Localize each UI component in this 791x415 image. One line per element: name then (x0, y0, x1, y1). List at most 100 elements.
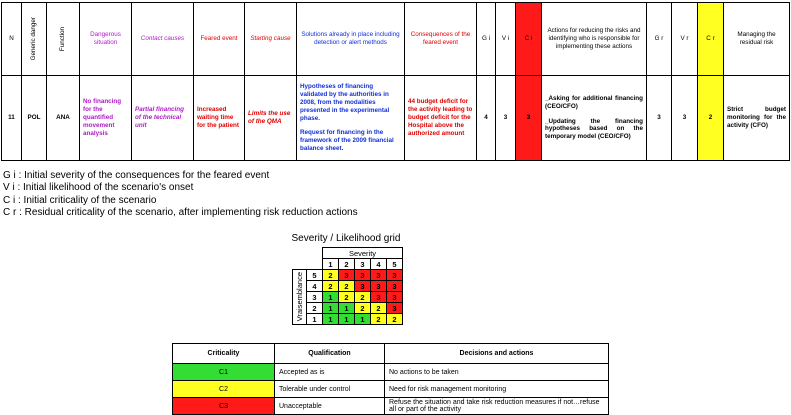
legend-line: C i : Initial criticality of the scenari… (3, 194, 157, 206)
grid-cell: 3 (386, 291, 403, 303)
grid-cell: 1 (322, 313, 339, 325)
column-header: 3 (354, 258, 371, 270)
grid-cell: 2 (370, 302, 387, 314)
header-row: Criticality Qualification Decisions and ac… (172, 343, 609, 364)
criticality-table: Criticality Qualification Decisions and ac… (172, 343, 609, 415)
header: G r (646, 2, 672, 76)
row: C1 Accepted as is No actions to be taken (172, 363, 609, 381)
header: Consequences of the feared event (404, 2, 477, 76)
header: Dangerous situation (79, 2, 132, 76)
cell: POL (21, 75, 47, 161)
header: Contact causes (131, 2, 194, 76)
header-text: Function (59, 26, 67, 52)
grid-cell: 3 (370, 280, 387, 292)
severity-grid: Severity 1 2 3 4 5 Vraisemblance 5 2 3 3 3 3 4 2 2 3 3 3 3 1… (292, 247, 403, 325)
header: V r (671, 2, 698, 76)
legend-line: C r : Residual criticality of the scenar… (3, 206, 358, 218)
grid-row: Severity (293, 247, 403, 259)
legend: G i : Initial severity of the consequenc… (3, 170, 358, 219)
header: Solutions already in place including det… (296, 2, 405, 76)
grid-cell: 1 (338, 302, 355, 314)
cell: 44 budget deficit for the activity leadi… (404, 75, 477, 161)
grid-cell: 2 (370, 313, 387, 325)
row-header: 1 (306, 313, 323, 325)
header: Criticality (172, 343, 275, 364)
cell: C3 (172, 397, 275, 415)
paragraph: Request for financing in the framework o… (300, 129, 394, 153)
cell: Unacceptable (274, 397, 385, 415)
header: Decisions and actions (384, 343, 609, 364)
grid-cell: 3 (386, 302, 403, 314)
grid-cell: 3 (354, 280, 371, 292)
row: C3 Unacceptable Refuse the situation and t… (172, 397, 609, 415)
cell: _Asking for additional financing (CEO/CF… (541, 75, 647, 161)
cell: ANA (46, 75, 80, 161)
cell: Refuse the situation and take risk reduc… (384, 397, 609, 415)
grid-cell: 3 (386, 269, 403, 281)
header: Actions for reducing the risks and ident… (541, 2, 647, 76)
row-label: Vraisemblance (295, 272, 304, 322)
grid-cell: 3 (386, 280, 403, 292)
header: G i (476, 2, 496, 76)
grid-cell: 1 (338, 313, 355, 325)
legend-line: G i : Initial severity of the consequenc… (3, 170, 270, 181)
grid-cell: 3 (370, 269, 387, 281)
grid-cell: 1 (354, 313, 371, 325)
grid-cell: 1 (322, 291, 339, 303)
header: C r (697, 2, 724, 76)
blank (293, 248, 323, 259)
cell: 4 (476, 75, 496, 161)
grid-cell: 2 (338, 280, 355, 292)
data-row: 11 POL ANA No financing for the quantifi… (1, 75, 790, 161)
row-label-cell: Vraisemblance (292, 269, 307, 325)
grid-cell: 2 (354, 291, 371, 303)
row-header: 4 (306, 280, 323, 292)
paragraph: _Asking for additional financing (CEO/CF… (545, 94, 643, 110)
grid-row: Vraisemblance 5 2 3 3 3 3 (292, 269, 403, 325)
header: Generic danger (21, 2, 47, 76)
row-header: 5 (306, 269, 323, 281)
column-header: 5 (386, 258, 403, 270)
cell: C1 (172, 363, 275, 381)
grid-title: Severity / Likelihood grid (291, 233, 401, 244)
cell: Increased waiting time for the patient (193, 75, 245, 161)
header-row: N Generic danger Function Dangerous situ… (1, 2, 790, 76)
column-header: 4 (370, 258, 387, 270)
cell: Hypotheses of financing validated by the… (296, 75, 405, 161)
grid-cell: 2 (338, 291, 355, 303)
cell: 3 (515, 75, 542, 161)
grid-cell: 2 (322, 280, 339, 292)
grid-cell: 3 (370, 291, 387, 303)
row-header: 2 (306, 302, 323, 314)
cell: C2 (172, 380, 275, 398)
paragraph: Hypotheses of financing validated by the… (300, 83, 390, 122)
column-header: 1 (322, 258, 339, 270)
grid-cell: 3 (338, 269, 355, 281)
paragraph: _Updating the financing hypotheses based… (545, 117, 643, 141)
cell: 3 (495, 75, 516, 161)
column-label: Severity (322, 247, 403, 259)
header: Managing the residual risk (723, 2, 790, 76)
grid-cell: 1 (322, 302, 339, 314)
header-text: Generic danger (30, 17, 38, 61)
cell: Limits the use of the QMA (244, 75, 297, 161)
cell: 2 (697, 75, 724, 161)
header: Qualification (274, 343, 385, 364)
grid-cell: 3 (354, 269, 371, 281)
cell: Need for risk management monitoring (384, 380, 609, 398)
cell: 3 (646, 75, 672, 161)
header: Feared event (193, 2, 245, 76)
header: N (1, 2, 22, 76)
cell: 11 (1, 75, 22, 161)
cell: Tolerable under control (274, 380, 385, 398)
row-header: 3 (306, 291, 323, 303)
cell: Accepted as is (274, 363, 385, 381)
header: C i (515, 2, 542, 76)
blank (293, 259, 323, 270)
